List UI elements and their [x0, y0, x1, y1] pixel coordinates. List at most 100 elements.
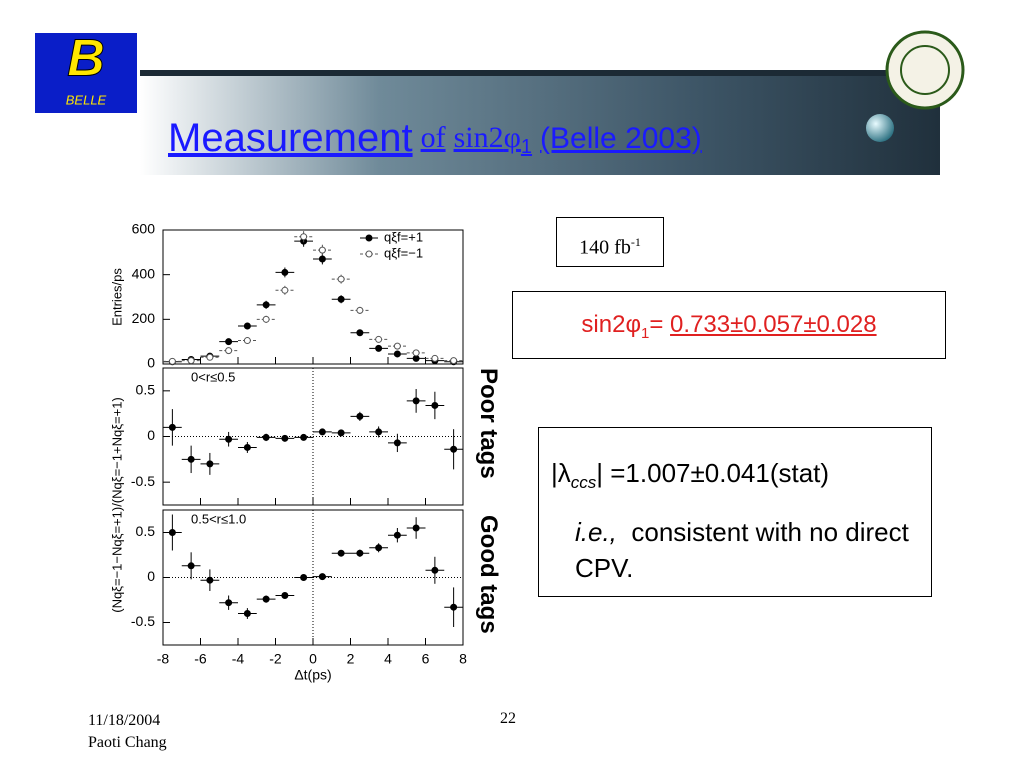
data-point [375, 344, 383, 352]
luminosity-box: 140 fb-1 [556, 217, 664, 267]
y-tick-label: 0 [147, 427, 155, 443]
y-tick-label: 200 [132, 310, 156, 326]
data-point [318, 255, 326, 263]
sphere [866, 114, 894, 142]
footer-left: 11/18/2004 Paoti Chang [88, 710, 167, 754]
plot: 0200400600Entries/psqξf=+1qξf=−1-0.500.5… [109, 221, 467, 683]
data-point [412, 397, 420, 405]
data-point [262, 595, 270, 603]
legend-marker [365, 234, 373, 242]
y-axis-label: Entries/ps [109, 268, 124, 326]
x-tick-label: -4 [232, 651, 245, 667]
x-tick-label: -8 [157, 651, 170, 667]
luminosity: 140 fb [579, 236, 631, 259]
data-point [187, 455, 195, 463]
data-point [225, 347, 233, 355]
data-point [337, 549, 345, 557]
data-point [431, 354, 439, 362]
x-tick-label: 0 [309, 651, 317, 667]
x-tick-label: -6 [194, 651, 207, 667]
data-point [431, 401, 439, 409]
data-point [375, 544, 383, 552]
data-point [187, 562, 195, 570]
data-point [243, 443, 251, 451]
data-point [356, 329, 364, 337]
x-tick-label: 8 [459, 651, 467, 667]
panel-label: 0<r≤0.5 [191, 369, 235, 384]
data-point [412, 524, 420, 532]
result-sub: 1 [641, 324, 650, 342]
logo-text: BELLE [66, 92, 107, 107]
data-point [281, 286, 289, 294]
x-tick-label: -2 [269, 651, 282, 667]
author: Paoti Chang [88, 734, 167, 751]
y-tick-label: 0 [147, 568, 155, 584]
data-point [450, 357, 458, 365]
x-tick-label: 2 [347, 651, 355, 667]
cpv-text: consistent with no direct CPV. [575, 517, 909, 583]
lambda-sub: ccs [570, 473, 597, 493]
header: B BELLE Measurement of sin2φ1 (Belle 2003) [35, 29, 965, 175]
data-point [337, 275, 345, 283]
header-band [140, 70, 940, 175]
data-point [375, 428, 383, 436]
data-point [450, 603, 458, 611]
data-point [168, 357, 176, 365]
data-point [168, 423, 176, 431]
data-point [337, 429, 345, 437]
legend-marker [365, 250, 373, 258]
data-point [337, 295, 345, 303]
data-point [206, 460, 214, 468]
x-tick-label: 6 [422, 651, 430, 667]
panel-label: 0.5<r≤1.0 [191, 511, 246, 526]
y-tick-label: 0.5 [136, 523, 156, 539]
data-point [262, 315, 270, 323]
data-point [262, 301, 270, 309]
data-point [206, 353, 214, 361]
poor-tags: Poor tags [475, 368, 502, 479]
data-point [225, 435, 233, 443]
data-point [300, 233, 308, 241]
data-point [318, 573, 326, 581]
data-point [300, 433, 308, 441]
ie: i.e., [575, 517, 617, 547]
data-point [450, 445, 458, 453]
data-point [243, 337, 251, 345]
data-point [393, 439, 401, 447]
data-point [356, 412, 364, 420]
title: Measurement of sin2φ1 (Belle 2003) [168, 116, 702, 160]
legend-label: qξf=−1 [384, 245, 423, 260]
good-tags: Good tags [475, 515, 502, 634]
data-point [281, 434, 289, 442]
data-point [318, 428, 326, 436]
y-tick-label: 0 [147, 355, 155, 371]
cpv-note: i.e., consistent with no direct CPV. [575, 514, 925, 586]
data-point [393, 350, 401, 358]
data-point [318, 246, 326, 254]
cpv-line: |λccs| =1.007±0.041(stat) [551, 458, 829, 493]
lambda: |λ [551, 458, 571, 488]
data-point [225, 599, 233, 607]
data-point [356, 549, 364, 557]
seal-inner [900, 45, 950, 95]
header-rule [140, 70, 940, 76]
cpv-box: |λccs| =1.007±0.041(stat) i.e., consiste… [538, 427, 932, 597]
data-point [281, 268, 289, 276]
y-tick-label: -0.5 [131, 473, 155, 489]
data-point [412, 349, 420, 357]
data-point [206, 576, 214, 584]
data-point [243, 322, 251, 330]
university-seal [885, 30, 965, 110]
data-point [300, 574, 308, 581]
belle-logo [35, 33, 137, 113]
data-point [225, 338, 233, 346]
y-axis-label: (Nqξ=−1−Nqξ=+1)/(Nqξ=−1+Nqξ=+1) [109, 397, 124, 613]
result-box: sin2φ1= 0.733±0.057±0.028 [512, 291, 946, 359]
logo-glyph: B [67, 30, 105, 88]
data-point [393, 531, 401, 539]
result-eq: = [649, 311, 664, 338]
lambda-value: | =1.007±0.041(stat) [596, 458, 830, 488]
data-point [243, 610, 251, 617]
data-point [375, 335, 383, 343]
